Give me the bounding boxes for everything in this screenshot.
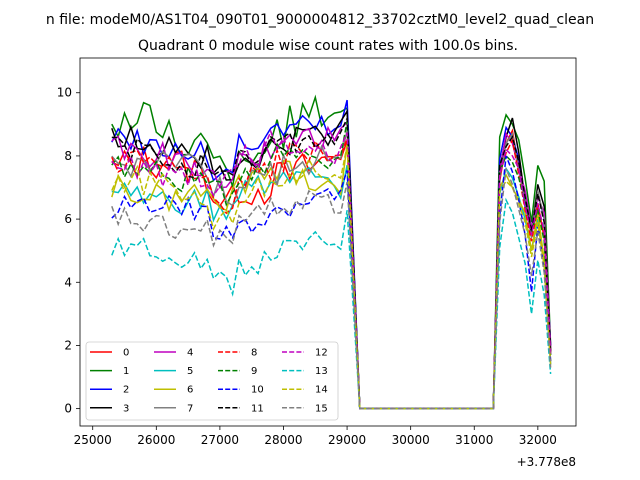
x-tick-label: 32000: [519, 433, 557, 447]
series-line-11: [111, 118, 552, 410]
x-axis-ticks: 25000 26000 27000 28000 29000 30000 31000 32000: [74, 426, 557, 447]
series-line-1: [111, 94, 552, 410]
y-tick-label: 4: [64, 275, 72, 289]
legend-label-10: 10: [251, 385, 264, 396]
legend-label-6: 6: [187, 385, 193, 396]
x-axis-offset-label: +3.778e8: [517, 455, 576, 469]
legend-label-9: 9: [251, 366, 257, 377]
chart-title: Quadrant 0 module wise count rates with …: [138, 38, 518, 54]
legend-frame: [85, 341, 339, 421]
legend-label-13: 13: [315, 366, 328, 377]
series-line-2: [111, 99, 552, 410]
legend-label-8: 8: [251, 348, 257, 359]
legend-label-7: 7: [187, 403, 193, 414]
legend-label-14: 14: [315, 385, 328, 396]
series-line-4: [111, 120, 552, 410]
series-line-13: [111, 197, 552, 410]
x-tick-label: 26000: [137, 433, 175, 447]
x-tick-label: 28000: [264, 433, 302, 447]
y-tick-label: 10: [57, 86, 72, 100]
series-line-10: [111, 155, 552, 410]
y-tick-label: 0: [64, 402, 72, 416]
legend-label-4: 4: [187, 348, 193, 359]
legend-label-0: 0: [123, 348, 129, 359]
series-line-14: [111, 145, 552, 410]
y-tick-label: 8: [64, 149, 72, 163]
y-tick-label: 6: [64, 212, 72, 226]
legend-label-5: 5: [187, 366, 193, 377]
y-axis-ticks: 0 2 4 6 8 10: [57, 86, 80, 416]
legend-label-12: 12: [315, 348, 328, 359]
x-tick-label: 29000: [328, 433, 366, 447]
legend-label-1: 1: [123, 366, 129, 377]
x-tick-label: 25000: [74, 433, 112, 447]
series-line-15: [111, 168, 552, 410]
y-tick-label: 2: [64, 338, 72, 352]
x-tick-label: 27000: [201, 433, 239, 447]
series-layer: [111, 94, 552, 410]
legend-label-2: 2: [123, 385, 129, 396]
legend-label-15: 15: [315, 403, 328, 414]
plot-frame: [79, 57, 577, 427]
legend-label-11: 11: [251, 403, 264, 414]
x-tick-label: 30000: [392, 433, 430, 447]
series-line-12: [111, 129, 552, 410]
x-tick-label: 31000: [455, 433, 493, 447]
legend-label-3: 3: [123, 403, 129, 414]
figure-suptitle: n file: modeM0/AS1T04_090T01_9000004812_…: [46, 12, 594, 28]
